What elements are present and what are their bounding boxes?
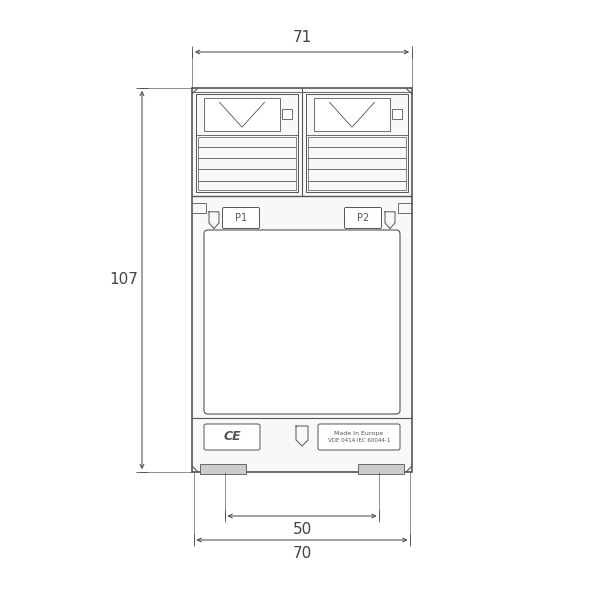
Text: P2: P2 [357, 213, 369, 223]
FancyBboxPatch shape [204, 230, 400, 414]
FancyBboxPatch shape [344, 208, 382, 229]
Text: 107: 107 [110, 272, 139, 287]
Text: CE: CE [223, 431, 241, 443]
Bar [198, 137, 296, 190]
Text: 50: 50 [292, 523, 311, 538]
Bar [200, 464, 246, 474]
FancyBboxPatch shape [318, 424, 400, 450]
Text: P1: P1 [235, 213, 247, 223]
Bar [314, 98, 390, 131]
FancyBboxPatch shape [223, 208, 260, 229]
Bar [306, 94, 408, 192]
Text: 70: 70 [292, 547, 311, 562]
Text: Made In Europe: Made In Europe [334, 431, 383, 436]
Bar [282, 109, 292, 119]
FancyBboxPatch shape [204, 424, 260, 450]
Bar [192, 88, 412, 472]
Text: VDE 0414 IEC 60044-1: VDE 0414 IEC 60044-1 [328, 439, 390, 443]
Bar [196, 94, 298, 192]
Bar [204, 98, 280, 131]
Bar [358, 464, 404, 474]
Text: 71: 71 [292, 31, 311, 46]
Bar [392, 109, 402, 119]
Bar [308, 137, 406, 190]
